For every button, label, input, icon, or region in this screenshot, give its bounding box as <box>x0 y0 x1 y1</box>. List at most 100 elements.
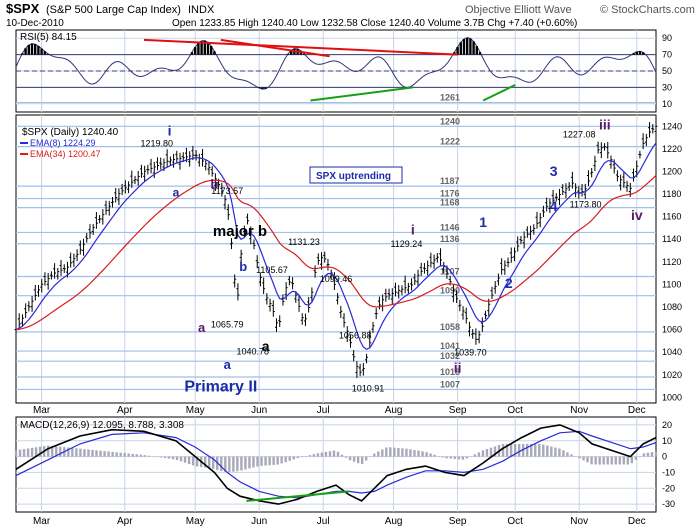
price-x-tick-label: Aug <box>385 405 403 416</box>
macd-tick-label: -10 <box>662 467 675 477</box>
price-tick-label: 1080 <box>662 302 682 312</box>
price-panel <box>15 114 657 404</box>
wave-label: 2 <box>505 275 513 291</box>
macd-layer: -30 -20 -10 0 10 20 <box>14 417 675 512</box>
price-value-label: 1039.70 <box>454 348 487 358</box>
price-level-label: 1107 <box>440 267 460 277</box>
price-tick-label: 1180 <box>662 189 681 199</box>
price-tick-label: 1200 <box>662 166 682 176</box>
price-tick-label: 1220 <box>662 144 682 154</box>
price-tick-label: 1060 <box>662 325 682 335</box>
date-label: 10-Dec-2010 <box>6 18 64 29</box>
rsi-tick-label: 30 <box>662 82 672 92</box>
price-tick-label: 1100 <box>662 279 681 289</box>
price-level-label: 1090 <box>440 286 460 296</box>
price-value-label: 1040.78 <box>237 346 270 356</box>
price-value-label: 1105.67 <box>256 265 288 275</box>
macd-tick-label: 10 <box>662 436 672 446</box>
rsi-tick-label: 10 <box>662 99 672 109</box>
macd-x-tick-label: Jul <box>317 516 330 527</box>
wave-label: major b <box>213 223 267 240</box>
macd-x-tick-label: Oct <box>507 516 523 527</box>
price-value-label: 1173.57 <box>211 186 243 196</box>
price-value-label: 1065.79 <box>211 319 244 329</box>
price-title: $SPX (Daily) 1240.40 <box>22 127 119 138</box>
rsi-layer: 10 30 50 70 90 <box>15 30 672 112</box>
wave-label: 1 <box>479 214 487 230</box>
price-value-label: 1227.08 <box>563 130 596 140</box>
macd-tick-label: 0 <box>662 452 667 462</box>
price-value-label: 1010.91 <box>352 384 385 394</box>
price-tick-label: 1020 <box>662 370 682 380</box>
macd-signal-line <box>15 430 657 499</box>
ema8-line <box>15 142 657 350</box>
wave-label: a <box>262 338 270 354</box>
macd-tick-label: 20 <box>662 420 672 430</box>
rsi-title: RSI(5) 84.15 <box>20 32 77 43</box>
wave-label: a <box>224 357 232 372</box>
wave-label: ii <box>454 360 462 376</box>
macd-x-tick-label: Jun <box>251 516 267 527</box>
macd-x-tick-label: Nov <box>570 516 588 527</box>
price-tick-label: 1120 <box>662 257 681 267</box>
rsi-trendline <box>220 38 330 58</box>
price-tick-label: 1160 <box>662 212 681 222</box>
price-level-label: 1187 <box>440 176 460 186</box>
price-x-tick-label: May <box>186 405 205 416</box>
price-value-label: 1056.88 <box>339 331 372 341</box>
symbol-label: $SPX <box>6 1 40 16</box>
price-level-label: 1018 <box>440 367 460 377</box>
price-level-label: 1261 <box>440 93 460 103</box>
macd-x-tick-label: Sep <box>449 516 467 527</box>
wave-label: a <box>198 320 206 335</box>
axis-layer: Mar Mar Apr Apr May May Jun Jun Jul Jul Aug Aug Sep S… <box>33 405 646 527</box>
price-value-label: 1129.24 <box>390 239 422 249</box>
rsi-tick-label: 70 <box>662 50 672 60</box>
rsi-trendline <box>310 86 413 102</box>
rsi-tick-label: 50 <box>662 66 672 76</box>
rsi-tick-label: 90 <box>662 33 672 43</box>
price-x-tick-label: Nov <box>570 405 588 416</box>
wave-label: iv <box>631 207 643 223</box>
wave-label: a <box>173 185 180 199</box>
macd-tick-label: -30 <box>662 499 675 509</box>
price-tick-label: 1240 <box>662 121 682 131</box>
price-tick-label: 1040 <box>662 347 682 357</box>
price-x-tick-label: Dec <box>628 405 646 416</box>
price-level-label: 1222 <box>440 137 460 147</box>
macd-x-tick-label: Dec <box>628 516 646 527</box>
price-tick-label: 1140 <box>662 234 681 244</box>
uptrend-box <box>309 166 403 184</box>
price-x-tick-label: Oct <box>507 405 523 416</box>
price-tick-label: 1000 <box>662 392 682 402</box>
price-level-label: 1007 <box>440 379 460 389</box>
price-layer: 1000 1020 1040 1060 1080 1100 1120 1140 1160 1180… <box>14 93 682 403</box>
wave-label: 4 <box>550 198 558 214</box>
rsi-line <box>15 37 657 90</box>
price-level-label: 1058 <box>440 322 460 332</box>
macd-x-tick-label: May <box>186 516 205 527</box>
wave-label: iii <box>599 117 611 133</box>
price-level-label: 1032 <box>440 351 460 361</box>
uptrend-label: SPX uptrending <box>316 171 391 182</box>
price-level-label: 1240 <box>440 116 460 126</box>
price-level-label: 1041 <box>440 341 460 351</box>
macd-panel <box>15 416 657 513</box>
wave-label: b <box>210 176 218 191</box>
price-value-label: 1219.80 <box>141 139 174 149</box>
price-x-tick-label: Jul <box>317 405 330 416</box>
macd-trendline <box>246 490 349 502</box>
ema34-line <box>15 174 657 331</box>
price-level-label: 1176 <box>440 189 460 199</box>
macd-title: MACD(12,26,9) 12.095, 8.788, 3.308 <box>20 420 184 431</box>
price-x-tick-label: Sep <box>449 405 467 416</box>
macd-x-tick-label: Mar <box>33 516 51 527</box>
ema8-legend: EMA(8) 1224.29 <box>30 138 96 148</box>
price-level-label: 1136 <box>440 234 460 244</box>
index-name: (S&P 500 Large Cap Index) <box>46 4 181 16</box>
ema34-legend: EMA(34) 1200.47 <box>30 149 101 159</box>
price-x-tick-label: Jun <box>251 405 267 416</box>
macd-x-tick-label: Apr <box>117 516 133 527</box>
exchange-label: INDX <box>188 4 215 16</box>
